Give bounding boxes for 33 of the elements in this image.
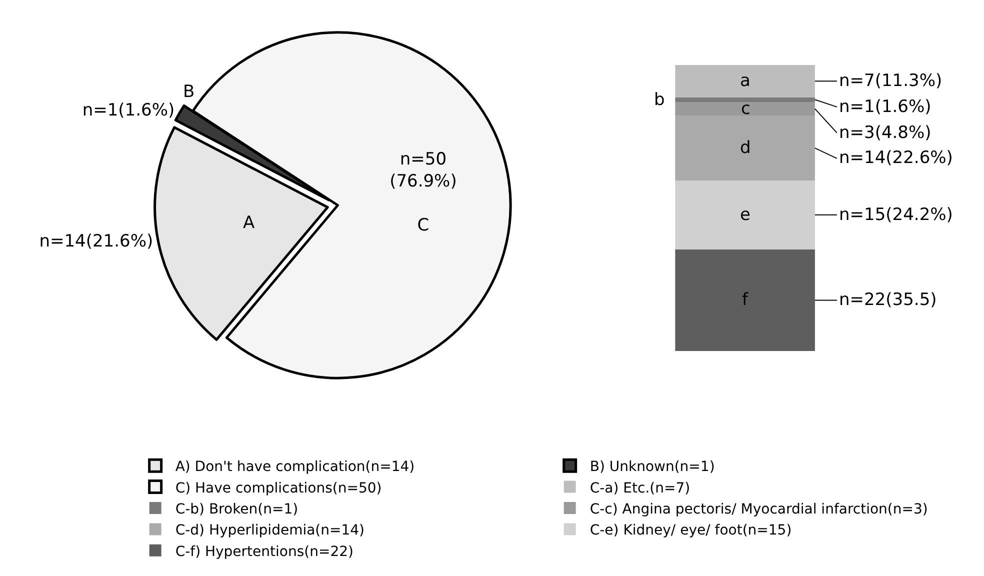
bar — [675, 180, 815, 250]
legend-label: C-e) Kidney/ eye/ foot(n=15) — [590, 522, 792, 539]
text: B — [183, 82, 195, 102]
annotation: f — [742, 290, 749, 310]
annotation: e — [740, 205, 750, 225]
bar — [675, 65, 815, 98]
annotation: d — [740, 138, 751, 158]
data-label: n=3(4.8%) — [839, 123, 932, 143]
text: C — [417, 216, 430, 236]
data-label: n=22(35.5) — [839, 290, 937, 310]
data-label: n=14(22.6%) — [839, 148, 953, 168]
legend-label: C-a) Etc.(n=7) — [590, 480, 690, 496]
data-label: n=1(1.6%) — [839, 97, 932, 117]
legend-label: C-b) Broken(n=1) — [175, 501, 298, 518]
bar — [675, 97, 815, 102]
legend-label: B) Unknown(n=1) — [590, 459, 715, 476]
data-label: n=50 (76.9%) — [390, 149, 457, 192]
legend-label: C-d) Hyperlipidemia(n=14) — [175, 522, 365, 539]
bar — [675, 250, 815, 351]
text: A — [243, 213, 255, 233]
legend-label: A) Don't have complication(n=14) — [175, 459, 415, 476]
legend-label: C-c) Angina pectoris/ Myocardial infarction(n=3) — [590, 501, 928, 518]
data-label: n=7(11.3%) — [839, 71, 942, 91]
data-label: n=15(24.2%) — [839, 205, 953, 225]
bar — [675, 102, 815, 116]
bar — [675, 116, 815, 180]
data-label: n=1(1.6%) — [82, 100, 175, 120]
data-label: n=14(21.6%) — [39, 231, 154, 252]
text: b — [654, 90, 665, 110]
annotation: a — [740, 71, 750, 91]
legend-label: C) Have complications(n=50) — [175, 480, 382, 496]
legend-label: C-f) Hypertentions(n=22) — [175, 544, 354, 560]
annotation: c — [741, 99, 750, 119]
